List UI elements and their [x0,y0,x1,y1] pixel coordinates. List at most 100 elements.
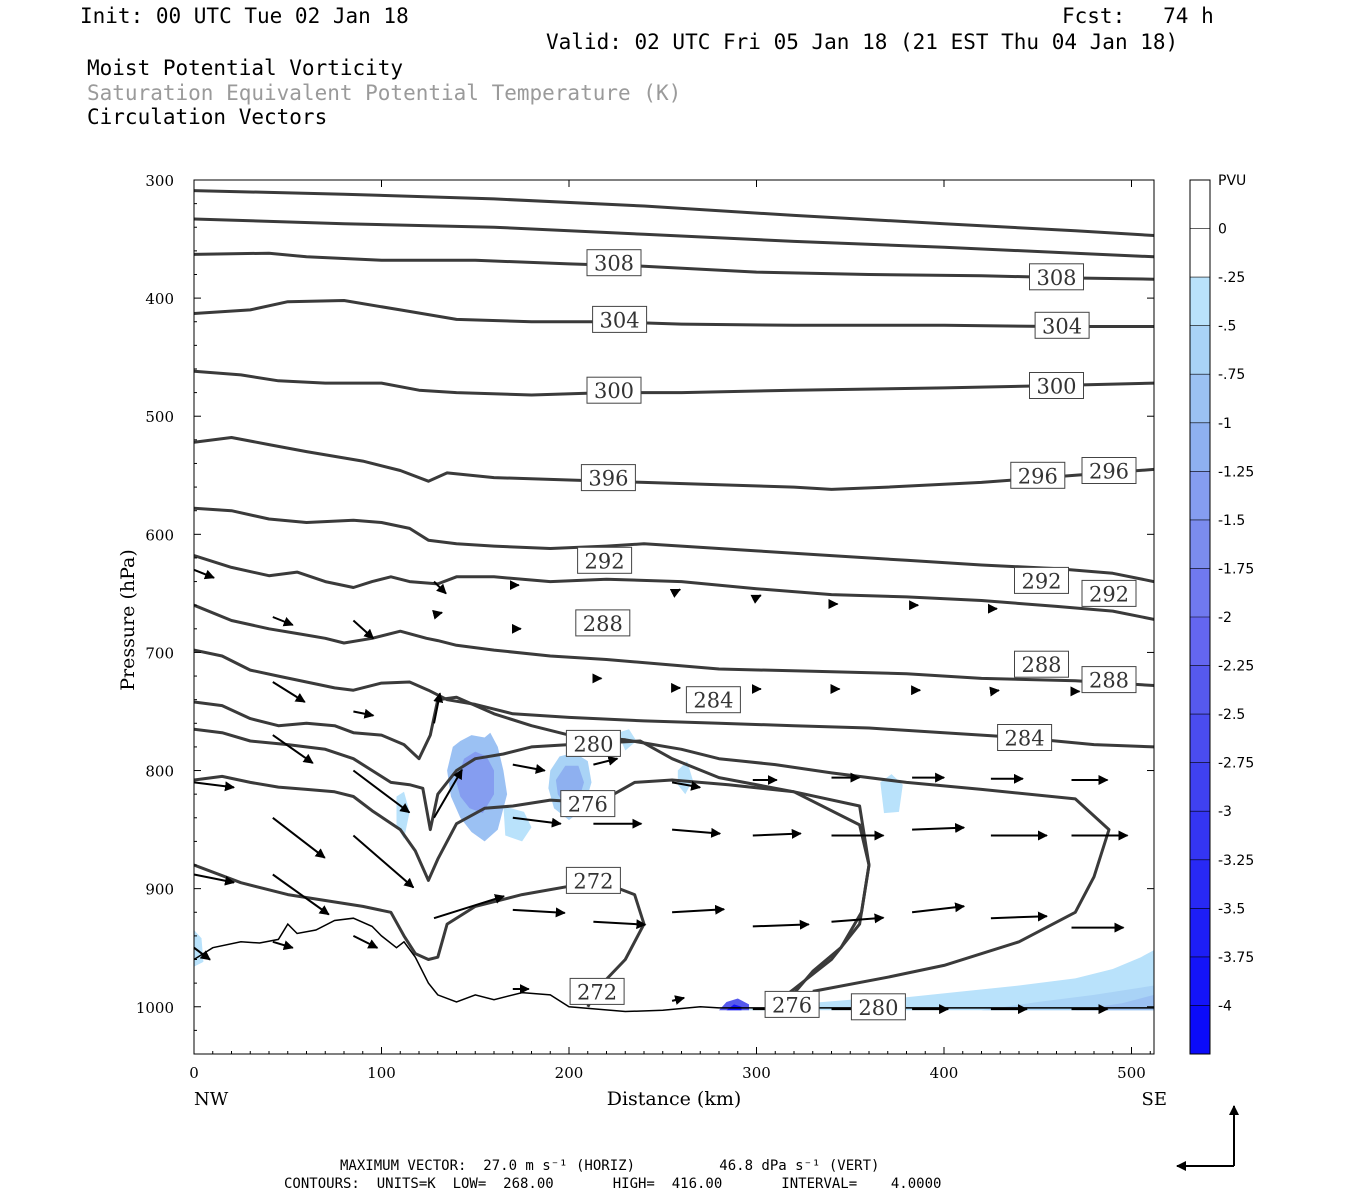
colorbar-swatch [1190,762,1210,812]
pv-region-10 [737,950,1154,1011]
contour-label-text: 304 [600,308,640,332]
contour-label-box [575,609,631,637]
contour-label-text: 300 [594,379,634,403]
contour-label-1: 308 [1029,263,1084,291]
terrain-surface [194,917,1154,1013]
vector-13 [433,768,463,819]
colorbar-swatch [1190,956,1210,1006]
vector-15 [512,763,546,774]
contour-label-box [1081,457,1137,484]
valid-time: Valid: 02 UTC Fri 05 Jan 18 (21 EST Thu … [546,30,1179,54]
colorbar-unit: PVU [1218,173,1246,189]
vector-5 [272,817,326,859]
contour-label-box [997,724,1053,751]
y-tick-label: 700 [145,644,174,662]
contour-label-box [586,376,642,404]
theta-contour-3 [194,299,1154,328]
vector-61 [750,594,762,604]
contour-label-13: 288 [1014,650,1069,678]
contour-label-text: 288 [583,612,623,636]
vector-11 [352,935,379,949]
vector-7 [272,940,294,951]
x-tick-label: 100 [367,1064,396,1082]
colorbar-swatch [1190,228,1210,278]
contour-label-text: 272 [573,869,613,893]
vector-2 [193,946,211,961]
colorbar-swatch [1190,471,1210,521]
contour-label-5: 300 [1029,372,1084,399]
title-vectors: Circulation Vectors [87,105,328,129]
theta-contour-0 [194,189,1154,237]
y-tick-label: 500 [145,408,174,426]
contour-label-box [565,866,621,894]
contour-label-box [1081,579,1137,607]
contour-label-box [569,977,625,1005]
colorbar-label: -3.5 [1218,901,1245,917]
colorbar-label: -.25 [1218,270,1245,286]
y-tick-label: 600 [145,526,174,544]
contour-label-19: 276 [560,790,616,818]
contour-label-text: 308 [1036,266,1076,290]
contour-label-box [1034,311,1090,339]
contour-label-6: 396 [580,464,636,492]
vector-53 [989,686,1000,697]
colorbar-swatch [1190,180,1210,230]
pv-region-4 [503,806,532,842]
contour-label-2: 304 [592,305,648,333]
pv-colorbar: 0 -.25 -.5 -.75 -1 -1.25 -1.5 -1.75 -2 -2.25 -2.5 -… [1189,179,1254,1055]
contour-label-text: 288 [1021,653,1061,677]
contour-label-box [1010,461,1066,489]
vector-17 [512,907,566,918]
plot-frame [193,179,1155,1055]
x-right-label: SE [1142,1089,1167,1110]
colorbar-label: -1.75 [1218,561,1254,577]
contour-label-11: 292 [1081,579,1137,607]
reference-vector-icon [1176,1105,1239,1171]
colorbar-label: -3 [1218,804,1232,820]
contour-label-22: 272 [569,977,625,1005]
theta-contour-2 [194,251,1154,281]
contour-label-text: 272 [577,980,617,1004]
contour-label-box [1081,666,1137,694]
theta-contour-12 [194,774,871,1006]
theta-contour-10 [194,695,1111,993]
contour-label-text: 288 [1089,669,1129,693]
contour-label-text: 308 [594,252,634,276]
vector-10 [352,834,415,889]
contour-label-box [580,464,636,492]
theta-contour-13 [194,863,646,1008]
vector-35 [990,911,1048,922]
surface-line [194,917,1154,1013]
colorbar-swatch [1190,519,1210,569]
contour-label-text: 276 [568,793,608,817]
colorbar-swatch [1190,714,1210,764]
vector-25 [752,828,802,839]
colorbar-label: -2.75 [1218,756,1254,772]
contour-label-text: 300 [1036,375,1076,399]
y-tick-label: 1000 [136,999,174,1017]
init-time: Init: 00 UTC Tue 02 Jan 18 [80,4,409,28]
colorbar-label: -1.5 [1218,513,1245,529]
vector-3 [272,681,306,703]
contour-label-18: 280 [850,993,906,1021]
contour-label-box [764,990,820,1018]
contour-label-0: 308 [586,249,642,277]
colorbar-swatch [1190,374,1210,424]
contour-label-box [586,249,642,277]
colorbar-swatch [1190,422,1210,472]
contour-label-text: 276 [772,993,812,1017]
contour-label-text: 284 [693,689,733,713]
title-pv: Moist Potential Vorticity [87,56,404,80]
vector-18 [593,755,619,766]
vector-14 [433,894,505,920]
contour-label-text: 292 [1089,582,1129,606]
colorbar-swatch [1190,277,1210,327]
colorbar-label: 0 [1218,222,1227,238]
vector-60 [669,588,681,598]
x-tick-label: 0 [189,1064,199,1082]
contour-label-3: 304 [1034,311,1090,339]
contour-label-box [1014,650,1069,678]
vector-23 [672,904,726,915]
vector-8 [353,708,375,719]
